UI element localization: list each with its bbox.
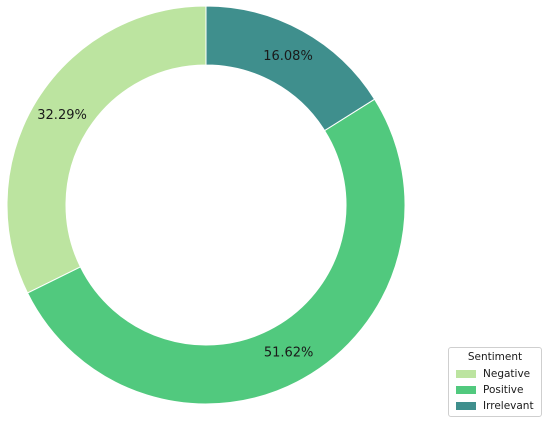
legend-label-negative: Negative (483, 368, 531, 380)
slice-label-negative: 32.29% (37, 108, 87, 123)
slice-irrelevant (205, 5, 376, 132)
slice-label-irrelevant: 16.08% (263, 49, 313, 64)
legend-label-positive: Positive (483, 384, 524, 396)
legend-item-irrelevant: Irrelevant (456, 399, 534, 413)
legend-title: Sentiment (467, 351, 523, 363)
slice-label-positive: 51.62% (264, 345, 314, 360)
legend: Sentiment Negative Positive Irrelevant (448, 347, 542, 417)
legend-swatch-negative (456, 370, 476, 378)
slice-positive (26, 98, 406, 405)
slice-negative (6, 5, 207, 294)
legend-item-negative: Negative (456, 367, 530, 381)
legend-label-irrelevant: Irrelevant (483, 400, 534, 412)
legend-swatch-positive (456, 386, 476, 394)
legend-swatch-irrelevant (456, 402, 476, 410)
legend-item-positive: Positive (456, 383, 523, 397)
